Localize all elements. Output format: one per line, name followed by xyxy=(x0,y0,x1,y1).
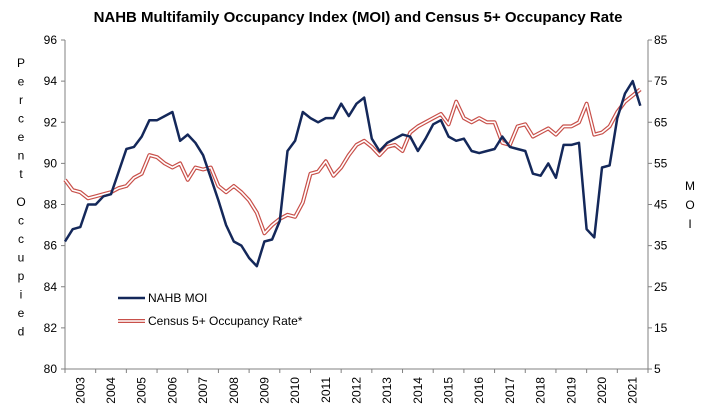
x-tick-label: 2009 xyxy=(257,377,271,404)
right-tick-label: 85 xyxy=(654,33,668,47)
chart-title: NAHB Multifamily Occupancy Index (MOI) a… xyxy=(94,9,623,26)
left-tick-label: 84 xyxy=(44,280,58,294)
left-axis-label-letter: c xyxy=(18,214,24,228)
right-tick-label: 65 xyxy=(654,115,668,129)
left-axis-label-letter: n xyxy=(18,149,25,163)
x-tick-label: 2012 xyxy=(350,377,364,404)
left-tick-label: 96 xyxy=(44,33,58,47)
left-axis-label-letter: e xyxy=(18,306,25,320)
left-axis-label-letter: t xyxy=(19,167,23,181)
left-axis-label-letter: e xyxy=(18,130,25,144)
plot-area: 80 82 84 86 88 90 92 94 96 5 15 25 35 45 55 65 75 85 2003 2… xyxy=(44,33,668,404)
x-tick-label: 2007 xyxy=(196,377,210,404)
x-tick-label: 2010 xyxy=(288,377,302,404)
left-axis-label-letter: i xyxy=(20,288,23,302)
x-tick-label: 2015 xyxy=(442,377,456,404)
right-tick-label: 55 xyxy=(654,156,668,170)
right-axis-label-letter: I xyxy=(688,217,691,231)
right-axis-label-letter: O xyxy=(685,198,694,212)
left-tick-label: 92 xyxy=(44,115,58,129)
census-series-line-inner xyxy=(64,88,641,235)
left-tick-label: 94 xyxy=(44,74,58,88)
moi-series-line xyxy=(63,79,642,268)
x-tick-label: 2003 xyxy=(73,377,87,404)
left-axis-label-letter: d xyxy=(18,325,25,339)
x-tick-label: 2016 xyxy=(472,377,486,404)
left-tick-label: 86 xyxy=(44,239,58,253)
left-axis-label-letter: c xyxy=(18,232,24,246)
legend-label-census: Census 5+ Occupancy Rate* xyxy=(148,314,303,328)
legend-label-moi: NAHB MOI xyxy=(148,291,207,305)
left-axis-label-letter: e xyxy=(18,75,25,89)
x-tick-label: 2013 xyxy=(380,377,394,404)
right-tick-label: 5 xyxy=(654,362,661,376)
x-tick-label: 2017 xyxy=(503,377,517,404)
x-tick-label: 2021 xyxy=(626,377,640,404)
right-axis-label: MOI xyxy=(685,179,695,231)
left-tick-label: 82 xyxy=(44,321,58,335)
left-tick-label: 80 xyxy=(44,362,58,376)
x-tick-label: 2014 xyxy=(411,377,425,404)
right-tick-label: 45 xyxy=(654,198,668,212)
left-axis-label-letter: c xyxy=(18,112,24,126)
left-tick-label: 88 xyxy=(44,198,58,212)
x-tick-label: 2019 xyxy=(564,377,578,404)
right-tick-label: 25 xyxy=(654,280,668,294)
left-axis-label-letter: u xyxy=(18,251,25,265)
left-tick-label: 90 xyxy=(44,156,58,170)
left-axis-label-letter: O xyxy=(16,195,25,209)
x-tick-label: 2006 xyxy=(165,377,179,404)
right-tick-label: 35 xyxy=(654,239,668,253)
x-tick-label: 2008 xyxy=(227,377,241,404)
legend: NAHB MOI Census 5+ Occupancy Rate* xyxy=(118,291,303,328)
x-tick-label: 2004 xyxy=(104,377,118,404)
x-tick-label: 2020 xyxy=(595,377,609,404)
right-tick-label: 75 xyxy=(654,74,668,88)
left-axis-label-letter: r xyxy=(19,93,23,107)
right-tick-label: 15 xyxy=(654,321,668,335)
left-axis-label-letter: P xyxy=(17,56,25,70)
left-axis-label-letter: p xyxy=(18,269,25,283)
right-axis-label-letter: M xyxy=(685,179,695,193)
x-tick-label: 2005 xyxy=(135,377,149,404)
x-tick-label: 2018 xyxy=(534,377,548,404)
x-tick-label: 2011 xyxy=(319,377,333,403)
